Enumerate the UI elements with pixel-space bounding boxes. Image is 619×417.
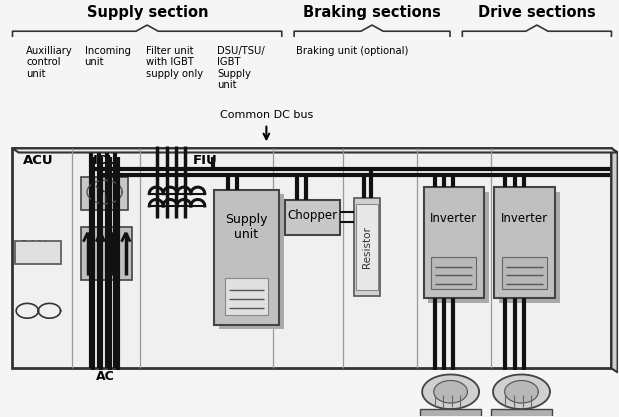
Text: Inverter: Inverter bbox=[430, 212, 477, 225]
Bar bbox=[423, 188, 484, 299]
Text: Filter unit
with IGBT
supply only: Filter unit with IGBT supply only bbox=[146, 45, 203, 79]
Bar bbox=[214, 189, 279, 325]
Text: Supply
unit: Supply unit bbox=[225, 214, 267, 241]
Text: Common DC bus: Common DC bus bbox=[220, 110, 313, 120]
Bar bbox=[12, 148, 612, 368]
Text: 24 V: 24 V bbox=[21, 240, 46, 250]
Text: Braking sections: Braking sections bbox=[303, 5, 441, 20]
Bar bbox=[15, 241, 61, 264]
Bar bbox=[225, 278, 267, 315]
Polygon shape bbox=[504, 381, 539, 403]
Bar bbox=[82, 226, 132, 280]
Bar bbox=[285, 200, 340, 235]
Polygon shape bbox=[12, 148, 618, 153]
Text: ACU: ACU bbox=[23, 154, 54, 167]
Text: ICU: ICU bbox=[92, 154, 118, 167]
Bar bbox=[431, 256, 477, 289]
Text: DSU/TSU/
IGBT
Supply
unit: DSU/TSU/ IGBT Supply unit bbox=[217, 45, 265, 90]
Text: Incoming
unit: Incoming unit bbox=[85, 45, 131, 67]
Text: Drive sections: Drive sections bbox=[478, 5, 595, 20]
Text: Resistor: Resistor bbox=[362, 226, 372, 268]
Bar bbox=[502, 256, 547, 289]
Polygon shape bbox=[612, 148, 618, 372]
Text: AC: AC bbox=[95, 370, 115, 383]
Text: FIU: FIU bbox=[193, 154, 217, 167]
Text: Auxilliary
control
unit: Auxilliary control unit bbox=[26, 45, 73, 79]
Bar bbox=[491, 409, 552, 417]
Text: Braking unit (optional): Braking unit (optional) bbox=[296, 45, 409, 55]
Bar bbox=[500, 191, 560, 303]
Polygon shape bbox=[434, 381, 467, 403]
Text: Supply section: Supply section bbox=[87, 5, 208, 20]
Bar bbox=[82, 177, 128, 210]
Text: Chopper: Chopper bbox=[287, 208, 337, 222]
Polygon shape bbox=[493, 374, 550, 409]
Text: Inverter: Inverter bbox=[501, 212, 548, 225]
Bar bbox=[495, 188, 555, 299]
Bar bbox=[356, 204, 378, 290]
Bar bbox=[420, 409, 482, 417]
Bar bbox=[428, 191, 489, 303]
Bar bbox=[219, 193, 284, 329]
Bar bbox=[354, 198, 379, 296]
Polygon shape bbox=[422, 374, 479, 409]
